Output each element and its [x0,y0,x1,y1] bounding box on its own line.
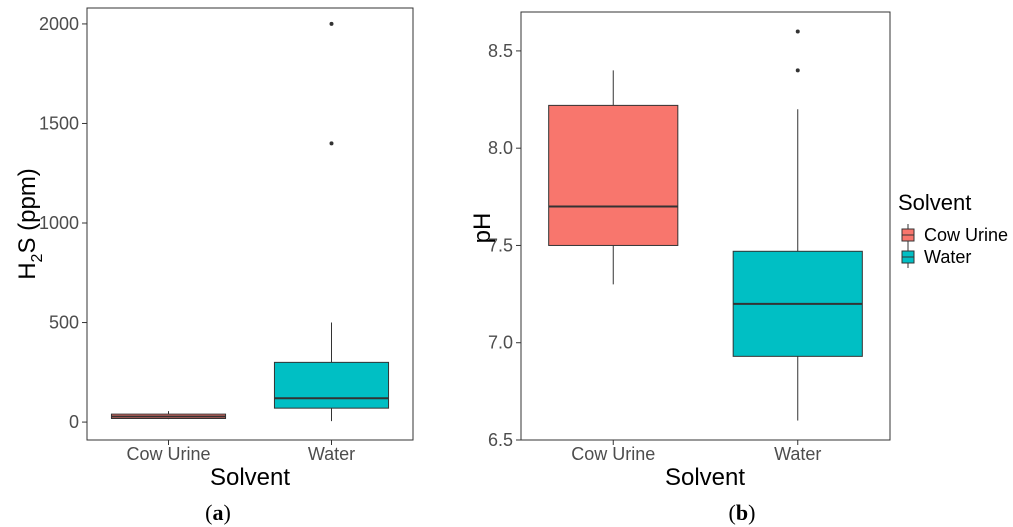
box-cow-urine [110,411,227,420]
legend-item: Water [901,246,971,268]
y-tick-label: 7.5 [488,235,513,255]
y-tick-label: 1000 [39,213,79,233]
x-tick-label: Cow Urine [571,444,655,464]
panel-b-x-ticks: Cow Urine Water [571,440,821,464]
panel-b-chart: 6.5 7.0 7.5 8.0 8.5 Cow Urine Water Solvent p… [469,11,891,525]
x-tick-label: Water [774,444,821,464]
legend-title: Solvent [898,190,971,215]
y-tick-label: 8.0 [488,138,513,158]
y-tick-label: 7.0 [488,333,513,353]
outlier-point [329,141,334,146]
outlier-point [795,68,800,73]
panel-a-caption: (a) [205,500,231,525]
panel-a-y-ticks: 0 500 1000 1500 2000 [39,14,87,432]
box-water [273,21,390,422]
outlier-point [795,29,800,34]
y-tick-label: 8.5 [488,41,513,61]
y-tick-label: 500 [49,313,79,333]
outlier-point [329,21,334,26]
x-tick-label: Water [308,444,355,464]
y-tick-label: 6.5 [488,430,513,450]
panel-a-x-ticks: Cow Urine Water [126,440,355,464]
legend-item: Cow Urine [901,224,1008,246]
legend-label: Water [924,247,971,267]
y-tick-label: 1500 [39,113,79,133]
panel-b-x-axis-title: Solvent [665,464,745,491]
panel-a-boxes [110,21,390,422]
box-cow-urine [548,70,679,285]
box-water [732,29,863,421]
panel-b-y-axis-title: pH [469,213,496,244]
box-iqr [548,104,679,246]
y-tick-label: 0 [69,412,79,432]
panel-b-y-ticks: 6.5 7.0 7.5 8.0 8.5 [488,41,521,450]
panel-a-x-axis-title: Solvent [210,464,290,491]
box-iqr [273,361,390,409]
x-tick-label: Cow Urine [126,444,210,464]
legend-label: Cow Urine [924,225,1008,245]
panel-b-caption: (b) [729,500,756,525]
panel-b-boxes [548,29,863,421]
y-tick-label: 2000 [39,14,79,34]
panel-a-y-axis-title: H2S (ppm) [14,168,46,280]
